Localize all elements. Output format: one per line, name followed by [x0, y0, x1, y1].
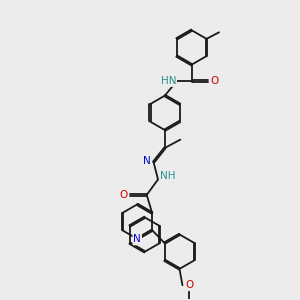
Text: O: O	[185, 280, 193, 290]
Text: N: N	[133, 235, 141, 244]
Text: N: N	[143, 156, 151, 166]
Text: O: O	[120, 190, 128, 200]
Text: NH: NH	[160, 172, 175, 182]
Text: HN: HN	[161, 76, 176, 86]
Text: O: O	[210, 76, 219, 86]
